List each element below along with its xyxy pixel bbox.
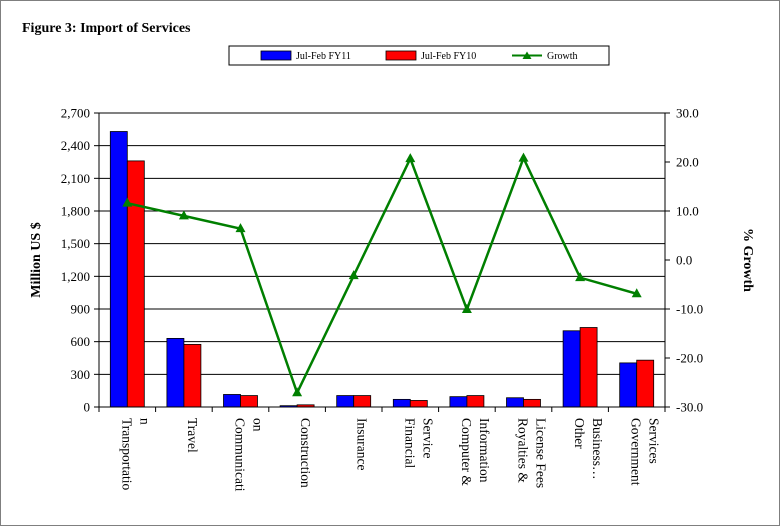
- growth-point: [178, 210, 189, 220]
- growth-point: [575, 272, 586, 282]
- bar-fy11: [392, 398, 411, 408]
- category-label: on: [251, 418, 266, 432]
- y-axis-label: Million US $: [29, 222, 44, 297]
- left-tick-label: 300: [71, 367, 91, 382]
- bar-fy11: [223, 394, 241, 408]
- growth-point: [518, 152, 529, 162]
- bar-fy10: [183, 343, 202, 408]
- bar-fy11: [562, 330, 581, 408]
- category-label: Travel: [185, 418, 200, 453]
- category-label: Computer &: [459, 418, 474, 486]
- left-tick-label: 2,400: [61, 138, 90, 153]
- legend-swatch-fy11: [260, 50, 292, 61]
- category-label: Business…: [590, 418, 605, 480]
- growth-point: [461, 303, 472, 313]
- category-labels: Transportatio n Travel Communicati on Constru…: [119, 418, 661, 492]
- growth-line: [127, 154, 638, 397]
- bars: [109, 131, 655, 408]
- category-label: Services: [647, 418, 662, 464]
- bar-fy10: [353, 395, 372, 408]
- category-label: Government: [629, 418, 644, 486]
- category-label: Other: [572, 418, 587, 449]
- bar-fy10: [126, 160, 145, 408]
- bar-fy10: [523, 398, 541, 408]
- legend-swatch-fy10: [385, 50, 417, 61]
- category-label: Communicati: [233, 418, 248, 492]
- bar-fy10: [579, 327, 598, 408]
- category-label: Construction: [298, 418, 313, 488]
- left-tick-label: 900: [71, 302, 91, 317]
- left-tick-label: 2,100: [61, 171, 90, 186]
- right-tick-label: 0.0: [676, 253, 692, 268]
- category-label: Service: [420, 418, 435, 458]
- category-label: Royalties &: [516, 418, 531, 483]
- bar-fy11: [619, 362, 638, 408]
- category-label: n: [137, 418, 152, 425]
- legend-box: [228, 45, 610, 66]
- growth-series: [122, 152, 642, 397]
- bar-fy10: [409, 400, 428, 408]
- right-tick-label: -30.0: [676, 400, 703, 415]
- growth-point: [235, 223, 246, 233]
- category-label: Information: [477, 418, 492, 483]
- left-tick-label: 1,500: [61, 236, 90, 251]
- growth-point: [405, 153, 416, 163]
- right-tick-labels: -30.0 -20.0 -10.0 0.0 10.0 20.0 30.0: [676, 106, 703, 415]
- chart-title: Figure 3: Import of Services: [22, 21, 191, 36]
- category-label: Financial: [402, 418, 417, 468]
- left-tick-label: 1,200: [61, 269, 90, 284]
- legend-label-fy10: Jul-Feb FY10: [421, 51, 476, 62]
- left-tick-label: 0: [84, 400, 91, 415]
- left-tick-label: 1,800: [61, 204, 90, 219]
- bar-fy11: [336, 395, 355, 408]
- right-tick-label: -10.0: [676, 302, 703, 317]
- legend-marker-growth: [522, 51, 532, 59]
- bar-fy11: [166, 337, 185, 408]
- category-label: License Fees: [534, 418, 549, 488]
- right-tick-label: -20.0: [676, 351, 703, 366]
- growth-point: [631, 288, 642, 298]
- bar-fy11: [109, 131, 128, 408]
- y2-axis-label: % Growth: [740, 228, 755, 292]
- bar-fy11: [506, 397, 524, 408]
- category-label: Insurance: [355, 418, 370, 470]
- right-tick-label: 10.0: [676, 204, 699, 219]
- growth-point: [122, 197, 133, 207]
- left-tick-label: 2,700: [61, 106, 90, 121]
- left-tick-label: 600: [71, 334, 91, 349]
- growth-point: [348, 270, 359, 280]
- legend: Jul-Feb FY11 Jul-Feb FY10 Growth: [228, 45, 610, 66]
- legend-label-fy11: Jul-Feb FY11: [296, 51, 351, 62]
- bar-fy11: [449, 396, 468, 408]
- bar-fy10: [636, 359, 655, 408]
- legend-label-growth: Growth: [547, 51, 578, 62]
- axes: [94, 112, 670, 412]
- bar-fy10: [240, 395, 258, 408]
- category-label: Transportatio: [119, 418, 134, 491]
- left-tick-labels: 0 300 600 900 1,200 1,500 1,800 2,100 2,400 2,700: [61, 106, 90, 415]
- bar-fy10: [466, 395, 485, 408]
- right-tick-label: 20.0: [676, 155, 699, 170]
- growth-point: [292, 387, 303, 397]
- right-tick-label: 30.0: [676, 106, 699, 121]
